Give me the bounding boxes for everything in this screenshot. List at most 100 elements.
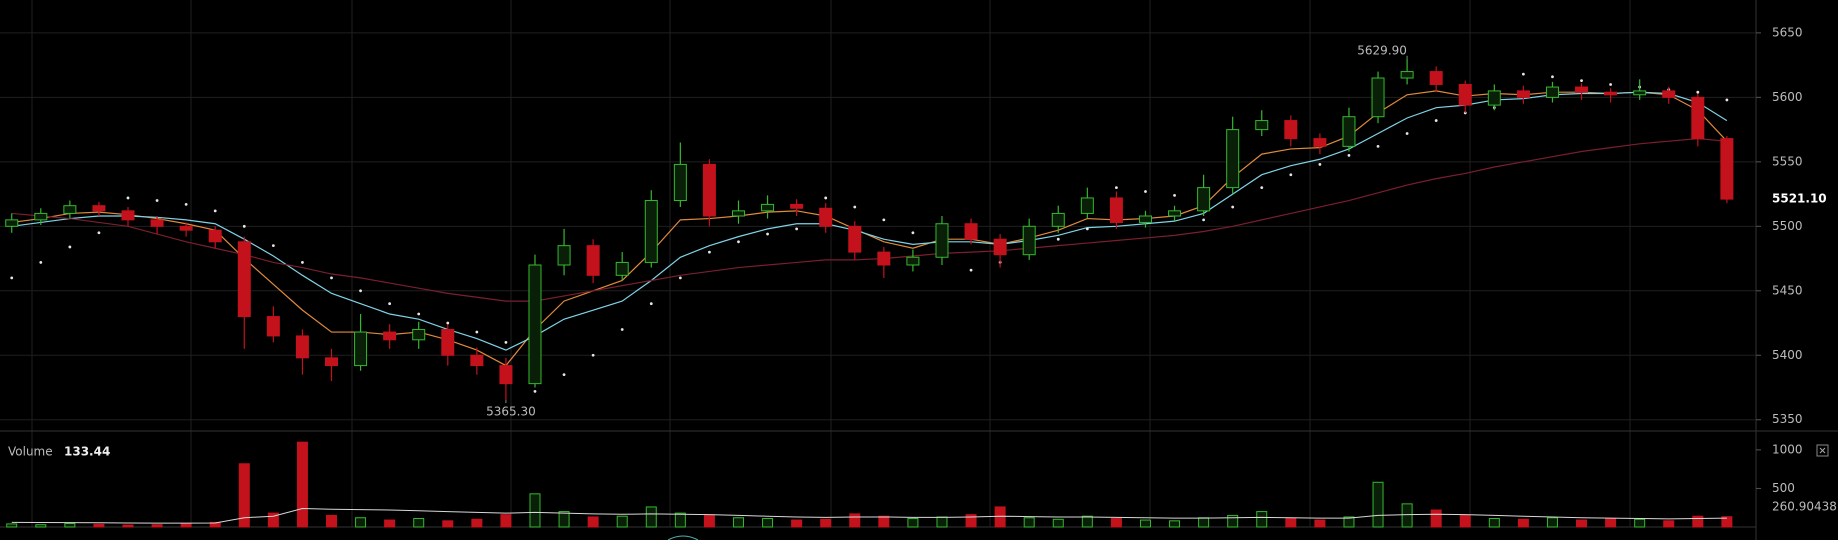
close-icon bbox=[1819, 447, 1826, 454]
volume-bar bbox=[1023, 517, 1035, 528]
candle-body bbox=[499, 365, 513, 385]
y-tick-label: 500 bbox=[1772, 481, 1795, 495]
sar-dot bbox=[1115, 186, 1118, 190]
candle-body bbox=[121, 210, 135, 221]
sar-dot bbox=[708, 250, 711, 254]
candle-body bbox=[1313, 138, 1327, 147]
sar-dot bbox=[301, 261, 304, 264]
sar-dot bbox=[882, 218, 886, 222]
volume-bar bbox=[558, 511, 570, 528]
y-tick-label: 5650 bbox=[1772, 25, 1803, 39]
close-button[interactable] bbox=[1816, 444, 1829, 457]
candle-body bbox=[993, 238, 1007, 256]
candle-body bbox=[1691, 96, 1705, 140]
candle-body bbox=[1633, 90, 1647, 96]
volume-bar bbox=[442, 520, 454, 528]
sar-dot bbox=[68, 245, 72, 249]
candle-body bbox=[34, 212, 48, 221]
candle-body bbox=[1720, 138, 1734, 200]
candle-body bbox=[1284, 120, 1298, 140]
candle-body bbox=[528, 264, 542, 385]
candle-body bbox=[819, 207, 833, 227]
volume-bar bbox=[1459, 514, 1471, 528]
volume-bar bbox=[1227, 514, 1239, 528]
volume-bar bbox=[1546, 517, 1558, 528]
sar-dot bbox=[1289, 173, 1293, 177]
y-tick-label: 5500 bbox=[1772, 219, 1803, 233]
candle-body bbox=[1516, 90, 1530, 98]
volume-bar bbox=[238, 463, 250, 528]
sar-dot bbox=[97, 231, 101, 235]
candle-body bbox=[1575, 86, 1589, 93]
volume-bar bbox=[1488, 518, 1500, 528]
volume-value: 133.44 bbox=[64, 445, 110, 459]
candle-body bbox=[1197, 187, 1211, 212]
volume-bar bbox=[1285, 518, 1297, 528]
sar-dot bbox=[1725, 98, 1729, 102]
candle-body bbox=[5, 219, 19, 227]
volume-bar bbox=[296, 441, 308, 528]
candle-body bbox=[1080, 197, 1094, 214]
sar-dot bbox=[795, 227, 799, 231]
sar-dot bbox=[824, 196, 828, 200]
candle-body bbox=[877, 251, 891, 266]
sar-dot bbox=[1580, 79, 1583, 82]
candle-body bbox=[935, 223, 949, 258]
candle-body bbox=[354, 331, 368, 367]
y-tick-label: 5350 bbox=[1772, 412, 1803, 426]
sar-dot bbox=[417, 312, 421, 316]
sar-dot bbox=[126, 196, 130, 200]
volume-bar bbox=[1110, 518, 1122, 528]
candle-body bbox=[673, 163, 687, 202]
candle-body bbox=[412, 328, 426, 341]
candle-body bbox=[266, 316, 280, 337]
sar-dot bbox=[1056, 237, 1060, 241]
volume-bar bbox=[1576, 519, 1588, 528]
sar-dot bbox=[1144, 190, 1147, 193]
volume-bar bbox=[732, 517, 744, 528]
sar-dot bbox=[446, 321, 450, 325]
candle-body bbox=[1109, 197, 1123, 223]
candle-body bbox=[1168, 210, 1182, 217]
candle-body bbox=[1371, 77, 1385, 118]
sar-dot bbox=[1085, 227, 1089, 231]
volume-bar bbox=[1372, 481, 1384, 528]
volume-bar bbox=[1314, 519, 1326, 528]
candle-body bbox=[1400, 71, 1414, 79]
sar-dot bbox=[649, 302, 653, 306]
candle-body bbox=[1138, 215, 1152, 223]
candle-body bbox=[1545, 86, 1559, 98]
sar-dot bbox=[766, 232, 769, 236]
volume-bar bbox=[209, 521, 221, 528]
volume-bar bbox=[645, 506, 657, 528]
candle-body bbox=[964, 223, 978, 240]
candle-body bbox=[615, 261, 629, 276]
candle-body bbox=[1458, 83, 1472, 106]
volume-bar bbox=[1256, 511, 1268, 528]
volume-bar bbox=[64, 523, 76, 528]
volume-bar bbox=[849, 513, 861, 528]
volume-bar bbox=[703, 514, 715, 528]
sar-dot bbox=[678, 276, 682, 280]
volume-average bbox=[11, 507, 1727, 524]
candle-body bbox=[790, 203, 804, 209]
volume-average-label: 260.90438 bbox=[1772, 499, 1837, 513]
candle-body bbox=[63, 205, 77, 214]
scroll-handle[interactable] bbox=[667, 535, 699, 540]
candle-body bbox=[441, 328, 455, 356]
candle-body bbox=[383, 331, 397, 341]
volume-bar bbox=[1052, 518, 1064, 528]
sar-dot bbox=[969, 268, 973, 272]
candle-body bbox=[1226, 129, 1240, 189]
volume-bar bbox=[122, 524, 134, 528]
sar-dot bbox=[533, 389, 537, 393]
sar-dot bbox=[620, 328, 624, 331]
sar-dot bbox=[591, 353, 595, 357]
y-tick-label: 1000 bbox=[1772, 442, 1803, 456]
candle-body bbox=[237, 241, 251, 318]
moving-average bbox=[11, 138, 1727, 302]
sar-dot bbox=[330, 276, 333, 280]
sar-dot bbox=[1260, 186, 1264, 190]
